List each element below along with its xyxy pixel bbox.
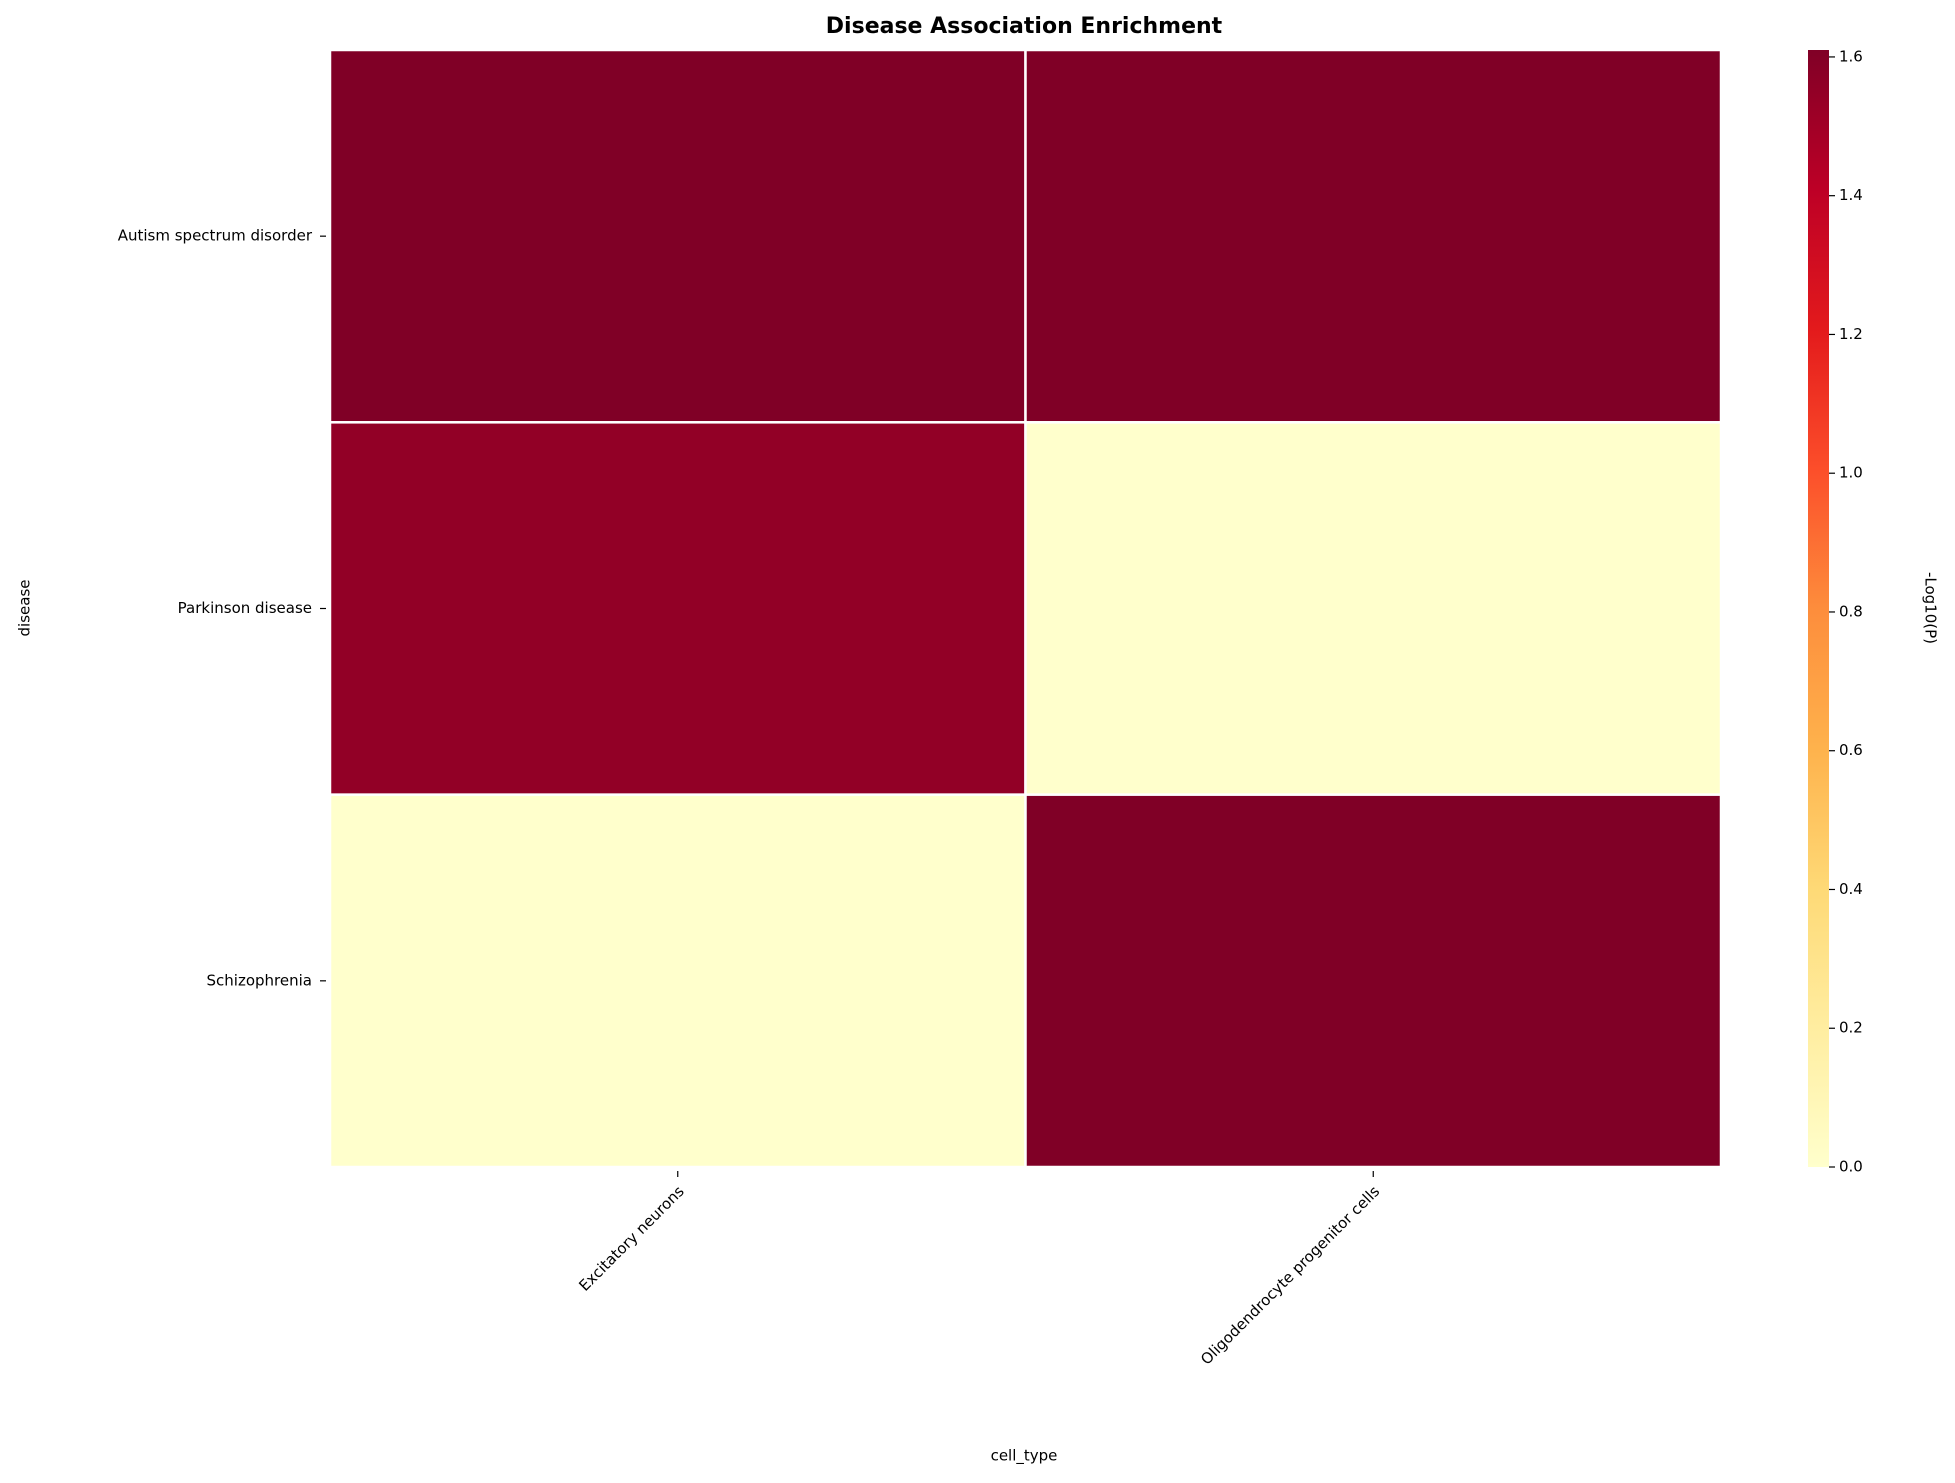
colorbar-tick-label: 0.2 (1839, 1019, 1863, 1037)
x-tick-label: Oligodendrocyte progenitor cells (1197, 1182, 1383, 1368)
heatmap-cell (1024, 421, 1723, 796)
y-tick-label: Parkinson disease (178, 599, 312, 617)
heatmap-cell (328, 48, 1027, 424)
colorbar-tick-label: 0.8 (1839, 602, 1863, 620)
colorbar-tick-label: 0.6 (1839, 741, 1863, 759)
heatmap-cell (1024, 48, 1723, 424)
y-tick-label: Autism spectrum disorder (118, 227, 313, 245)
y-tick-label: Schizophrenia (207, 971, 312, 989)
colorbar-label: -Log10(P) (1922, 572, 1940, 644)
y-axis-label: disease (16, 580, 34, 637)
x-tick-label: Excitatory neurons (575, 1182, 688, 1295)
chart-title: Disease Association Enrichment (826, 14, 1223, 39)
colorbar-tick-label: 1.2 (1839, 325, 1863, 343)
colorbar (1808, 50, 1829, 1167)
colorbar-tick-label: 0.4 (1839, 880, 1863, 898)
colorbar-tick-label: 0.0 (1839, 1158, 1863, 1176)
heatmap-cell (1024, 793, 1723, 1169)
heatmap-cell (328, 793, 1027, 1169)
heatmap-cell (328, 421, 1027, 796)
colorbar-tick-label: 1.0 (1839, 464, 1863, 482)
colorbar-tick-label: 1.4 (1839, 186, 1863, 204)
colorbar-tick-label: 1.6 (1839, 47, 1863, 65)
x-axis-label: cell_type (991, 1447, 1058, 1466)
